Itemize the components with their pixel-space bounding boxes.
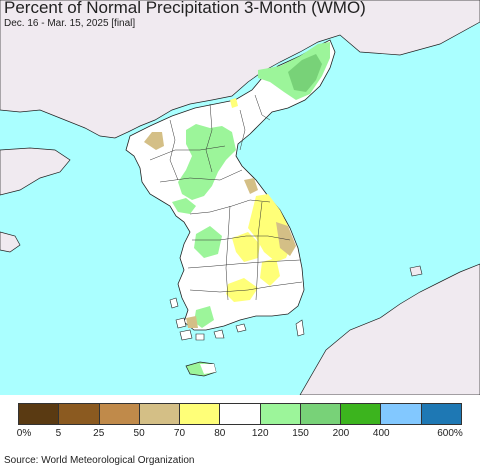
tan-east-mountains <box>276 222 296 256</box>
liaodong-coast <box>0 147 71 196</box>
yellow-south <box>226 278 258 302</box>
legend-swatch <box>381 404 422 424</box>
green-southwest <box>194 226 222 258</box>
legend-tick-label: 70 <box>173 428 186 439</box>
legend-tick-label: 80 <box>214 428 226 439</box>
precipitation-map <box>0 0 480 395</box>
yellow-southeast <box>260 258 280 286</box>
legend-tick-label: 150 <box>292 428 309 439</box>
tan-sw-tip <box>186 316 198 328</box>
legend-swatch <box>341 404 382 424</box>
province-borders <box>149 94 303 301</box>
legend-swatch <box>300 404 342 424</box>
legend-tick-label: 50 <box>133 428 145 439</box>
legend-tick-label: 200 <box>332 428 350 439</box>
legend-swatch <box>19 404 60 424</box>
legend-labels: 0% 5 25 50 70 80 120 150 200 400 600% <box>0 428 480 442</box>
southwest-islands <box>169 297 247 341</box>
darkgreen-northeast <box>288 54 322 92</box>
shandong-peninsula <box>0 231 21 253</box>
green-west-coast <box>172 198 196 214</box>
legend-swatch <box>99 404 140 424</box>
map-title: Percent of Normal Precipitation 3-Month … <box>4 0 366 17</box>
legend-swatch <box>139 404 181 424</box>
legend-tick-label: 25 <box>93 428 105 439</box>
legend-tick-label: 5 <box>55 428 62 439</box>
yellow-central <box>232 232 260 262</box>
tsushima-island <box>295 319 305 337</box>
legend-colorbar <box>18 403 462 425</box>
tan-east-coast <box>244 178 258 194</box>
legend-tick-label: 120 <box>251 428 269 439</box>
japan-land <box>299 263 480 395</box>
legend-swatch <box>260 404 301 424</box>
map-subtitle: Dec. 16 - Mar. 15, 2025 [final] <box>4 18 136 29</box>
mainland-asia <box>0 0 480 139</box>
legend-swatch <box>220 404 261 424</box>
legend-swatch <box>59 404 100 424</box>
jeju-white-part <box>200 364 216 374</box>
legend-swatch <box>180 404 221 424</box>
tan-northwest <box>144 132 164 150</box>
legend-tick-label: 600% <box>437 428 463 439</box>
japan-island-north <box>409 265 423 277</box>
green-central-north <box>178 124 236 200</box>
legend-tick-label: 400 <box>372 428 390 439</box>
green-south-coast <box>194 306 214 328</box>
legend-tick-label: 0% <box>16 428 32 439</box>
yellow-north-small <box>230 98 238 108</box>
legend-swatch <box>421 404 461 424</box>
source-credit: Source: World Meteorological Organizatio… <box>4 455 195 466</box>
